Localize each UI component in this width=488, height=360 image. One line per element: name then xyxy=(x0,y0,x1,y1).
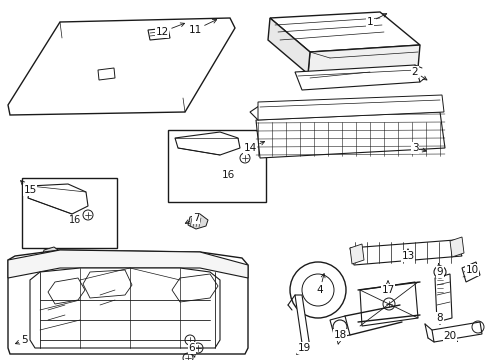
Text: 9: 9 xyxy=(436,264,443,277)
Bar xyxy=(22,178,117,248)
Polygon shape xyxy=(28,184,88,214)
Polygon shape xyxy=(8,250,247,354)
Text: 3: 3 xyxy=(411,143,426,153)
Polygon shape xyxy=(307,45,419,74)
Polygon shape xyxy=(359,282,417,326)
Text: 12: 12 xyxy=(155,23,184,37)
Polygon shape xyxy=(294,65,419,90)
Polygon shape xyxy=(349,240,461,265)
Polygon shape xyxy=(258,95,443,120)
Polygon shape xyxy=(148,28,170,40)
Polygon shape xyxy=(8,250,247,278)
Text: 6: 6 xyxy=(188,343,195,357)
Text: 5: 5 xyxy=(16,335,28,345)
Bar xyxy=(168,130,265,202)
Text: 17: 17 xyxy=(381,281,394,295)
Polygon shape xyxy=(349,244,363,264)
Text: 7: 7 xyxy=(185,213,199,223)
Text: 8: 8 xyxy=(436,313,443,324)
Text: 4: 4 xyxy=(316,274,325,295)
Polygon shape xyxy=(30,268,220,348)
Polygon shape xyxy=(461,262,479,282)
Text: 10: 10 xyxy=(465,265,478,275)
Polygon shape xyxy=(267,18,309,74)
Polygon shape xyxy=(249,104,271,120)
Text: 1: 1 xyxy=(366,14,386,27)
Text: 18: 18 xyxy=(333,330,346,344)
Polygon shape xyxy=(42,247,62,262)
Polygon shape xyxy=(187,214,207,229)
Polygon shape xyxy=(434,274,451,322)
Text: 16: 16 xyxy=(69,215,81,225)
Polygon shape xyxy=(431,322,481,342)
Polygon shape xyxy=(269,12,419,52)
Polygon shape xyxy=(329,316,349,338)
Text: 2: 2 xyxy=(411,67,426,80)
Polygon shape xyxy=(175,132,240,155)
Polygon shape xyxy=(449,237,463,257)
Text: 13: 13 xyxy=(401,249,414,261)
Text: 20: 20 xyxy=(443,331,456,342)
Text: 11: 11 xyxy=(188,19,216,35)
Text: 15: 15 xyxy=(20,181,37,195)
Polygon shape xyxy=(294,295,309,350)
Polygon shape xyxy=(8,18,235,115)
Text: 19: 19 xyxy=(296,343,310,354)
Text: 14: 14 xyxy=(243,141,264,153)
Text: 16: 16 xyxy=(221,170,234,180)
Polygon shape xyxy=(256,112,444,158)
